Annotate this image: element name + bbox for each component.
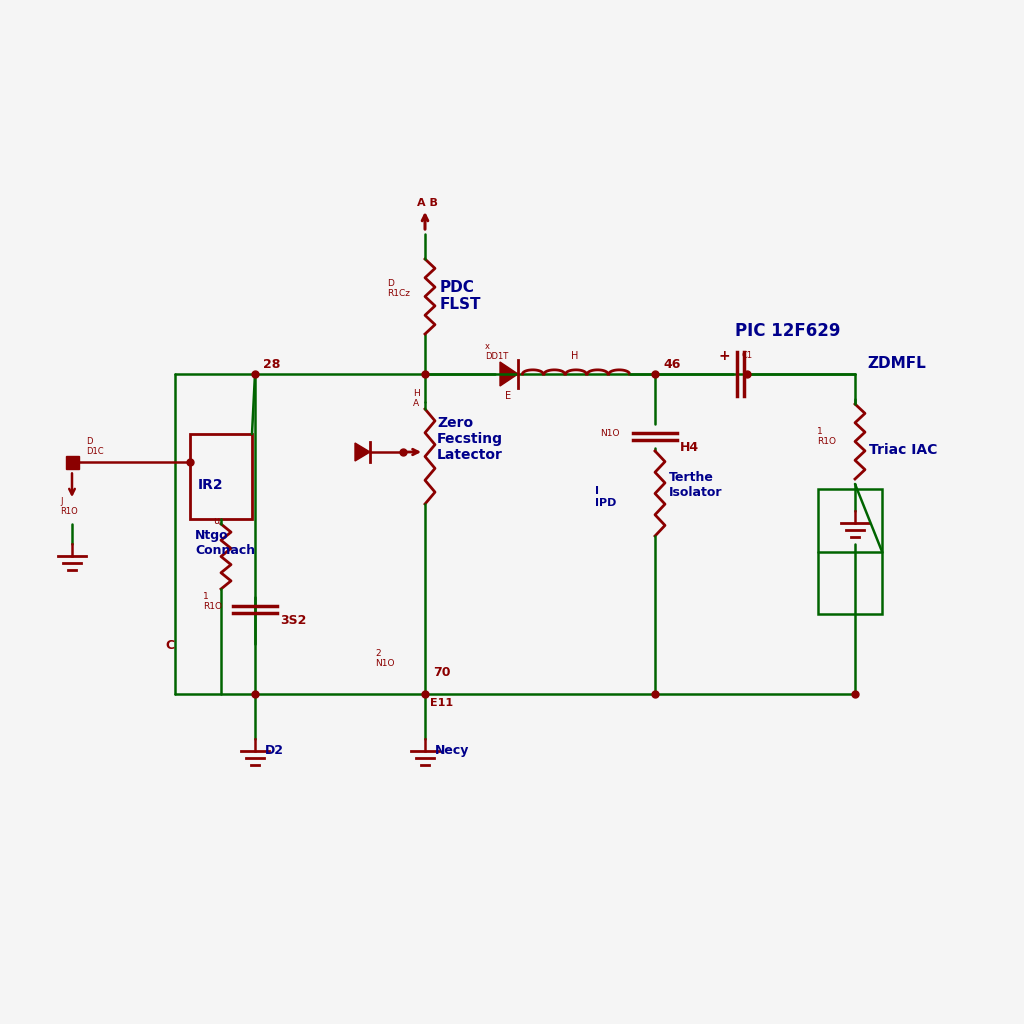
Text: C: C — [165, 639, 174, 652]
Text: 2
N1O: 2 N1O — [375, 648, 394, 668]
Text: 28: 28 — [263, 358, 281, 371]
Text: H
A: H A — [413, 388, 420, 408]
Text: PDC
FLST: PDC FLST — [440, 280, 481, 312]
Text: u: u — [213, 516, 219, 526]
Text: D
R1Cz: D R1Cz — [387, 279, 410, 298]
Polygon shape — [500, 362, 518, 386]
Bar — [190, 434, 252, 519]
Text: 46: 46 — [663, 358, 680, 371]
Text: PIC 12F629: PIC 12F629 — [735, 322, 841, 340]
Text: Zero
Fecsting
Latector: Zero Fecsting Latector — [437, 416, 503, 462]
Text: N1O: N1O — [600, 429, 620, 438]
Polygon shape — [355, 443, 370, 461]
Text: 1
R1O: 1 R1O — [817, 427, 836, 446]
Text: Ntgo
Connach: Ntgo Connach — [195, 529, 255, 557]
Text: x
DD1T: x DD1T — [485, 342, 508, 361]
Text: E: E — [505, 391, 511, 401]
Text: I
IPD: I IPD — [595, 486, 616, 508]
Text: 70: 70 — [433, 666, 451, 679]
Text: E11: E11 — [430, 698, 454, 708]
Bar — [818, 489, 882, 614]
Text: Triac IAC: Triac IAC — [869, 443, 937, 457]
Text: ZDMFL: ZDMFL — [867, 356, 926, 371]
Text: H: H — [571, 351, 579, 361]
Text: H4: H4 — [680, 441, 699, 454]
Text: Necy: Necy — [435, 744, 469, 757]
Text: 3S2: 3S2 — [280, 614, 306, 627]
Text: IR2: IR2 — [198, 478, 223, 492]
Text: J
R1O: J R1O — [60, 497, 78, 516]
Bar — [66, 456, 79, 469]
Text: +: + — [718, 349, 730, 362]
Text: C1: C1 — [742, 351, 753, 360]
Text: A B: A B — [417, 198, 438, 208]
Text: D2: D2 — [265, 744, 284, 757]
Text: D
D1C: D D1C — [86, 436, 103, 456]
Text: 1
R1O: 1 R1O — [203, 592, 222, 611]
Text: Terthe
Isolator: Terthe Isolator — [669, 471, 723, 499]
